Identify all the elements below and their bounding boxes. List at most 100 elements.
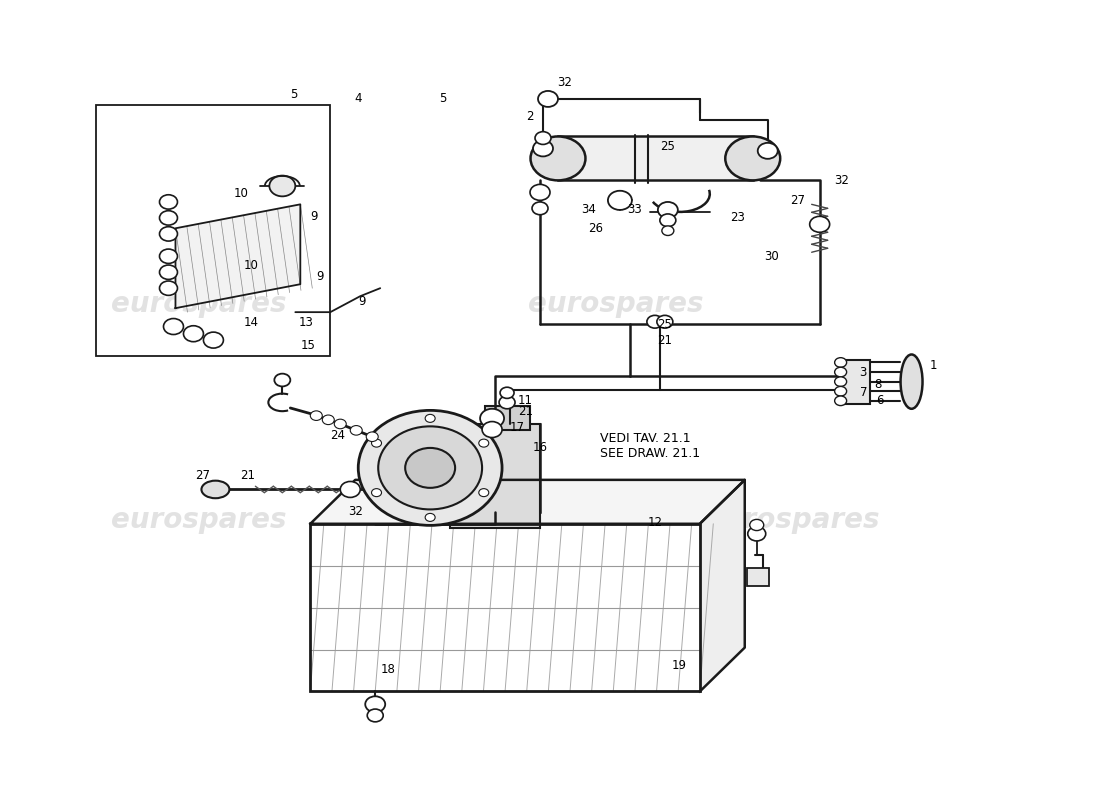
Circle shape — [378, 426, 482, 510]
Text: eurospares: eurospares — [111, 506, 286, 534]
Text: 15: 15 — [301, 339, 316, 352]
Circle shape — [835, 377, 847, 386]
Text: 10: 10 — [243, 259, 258, 272]
Text: 5: 5 — [289, 89, 297, 102]
Circle shape — [658, 202, 678, 218]
Polygon shape — [310, 480, 745, 524]
Circle shape — [647, 315, 663, 328]
Circle shape — [750, 519, 763, 530]
Circle shape — [530, 137, 585, 180]
Circle shape — [270, 175, 295, 196]
Circle shape — [204, 332, 223, 348]
Text: 11: 11 — [518, 394, 534, 406]
Bar — [485, 406, 530, 430]
Circle shape — [160, 265, 177, 279]
Circle shape — [538, 91, 558, 107]
Text: 4: 4 — [354, 93, 362, 106]
Circle shape — [662, 226, 674, 235]
Bar — [558, 137, 752, 180]
Circle shape — [426, 414, 436, 422]
Text: 1: 1 — [930, 359, 937, 372]
Circle shape — [310, 411, 322, 421]
Text: 18: 18 — [381, 662, 396, 676]
Circle shape — [480, 409, 504, 428]
Circle shape — [835, 386, 847, 396]
Circle shape — [160, 210, 177, 225]
Text: 33: 33 — [627, 203, 641, 217]
Circle shape — [334, 419, 346, 429]
Text: 25: 25 — [660, 139, 674, 153]
Text: 34: 34 — [581, 203, 596, 217]
Circle shape — [748, 526, 766, 541]
Circle shape — [160, 281, 177, 295]
Circle shape — [725, 137, 780, 180]
Circle shape — [274, 374, 290, 386]
Circle shape — [366, 432, 378, 442]
Circle shape — [405, 448, 455, 488]
Polygon shape — [700, 480, 745, 691]
Text: 6: 6 — [877, 394, 884, 406]
Circle shape — [660, 214, 675, 226]
Text: 9: 9 — [359, 295, 365, 308]
Circle shape — [478, 489, 488, 497]
Bar — [96, 105, 330, 356]
Ellipse shape — [201, 481, 230, 498]
Text: 24: 24 — [330, 430, 345, 442]
Circle shape — [372, 489, 382, 497]
Bar — [430, 424, 540, 512]
Circle shape — [372, 439, 382, 447]
Circle shape — [426, 514, 436, 522]
Text: 14: 14 — [243, 316, 258, 329]
Circle shape — [359, 410, 502, 526]
Circle shape — [184, 326, 204, 342]
Circle shape — [810, 216, 829, 232]
Text: 19: 19 — [672, 658, 686, 672]
Circle shape — [340, 482, 360, 498]
Ellipse shape — [901, 354, 923, 409]
Text: eurospares: eurospares — [111, 290, 286, 318]
Text: 8: 8 — [874, 378, 882, 390]
Circle shape — [160, 226, 177, 241]
Text: 27: 27 — [790, 194, 805, 207]
Circle shape — [532, 202, 548, 214]
Circle shape — [758, 143, 778, 159]
Text: 9: 9 — [310, 210, 318, 223]
Bar — [839, 360, 870, 404]
Text: 32: 32 — [558, 77, 572, 90]
Text: 21: 21 — [241, 470, 255, 482]
Circle shape — [835, 367, 847, 377]
Text: 25: 25 — [657, 318, 672, 331]
Circle shape — [535, 132, 551, 145]
Text: 2: 2 — [526, 110, 534, 123]
Text: 26: 26 — [588, 222, 603, 234]
Circle shape — [160, 194, 177, 209]
Text: 32: 32 — [348, 506, 363, 518]
Circle shape — [367, 709, 383, 722]
Circle shape — [530, 184, 550, 200]
Circle shape — [350, 426, 362, 435]
Circle shape — [478, 439, 488, 447]
Text: 21: 21 — [657, 334, 672, 347]
Circle shape — [534, 141, 553, 157]
Circle shape — [164, 318, 184, 334]
Text: 3: 3 — [859, 366, 867, 378]
Polygon shape — [176, 204, 300, 308]
Bar — [450, 424, 540, 528]
Circle shape — [160, 249, 177, 263]
Bar — [310, 524, 700, 691]
Circle shape — [835, 396, 847, 406]
Circle shape — [657, 315, 673, 328]
Text: 30: 30 — [763, 250, 779, 262]
Text: 23: 23 — [729, 211, 745, 225]
Circle shape — [500, 387, 514, 398]
Circle shape — [482, 422, 502, 438]
Bar — [747, 568, 769, 586]
Circle shape — [365, 696, 385, 712]
Text: 32: 32 — [835, 174, 849, 187]
Text: 7: 7 — [859, 386, 867, 398]
Text: eurospares: eurospares — [704, 506, 879, 534]
Text: eurospares: eurospares — [528, 290, 704, 318]
Text: VEDI TAV. 21.1
SEE DRAW. 21.1: VEDI TAV. 21.1 SEE DRAW. 21.1 — [600, 431, 700, 459]
Text: 16: 16 — [534, 442, 548, 454]
Text: 12: 12 — [648, 516, 663, 529]
